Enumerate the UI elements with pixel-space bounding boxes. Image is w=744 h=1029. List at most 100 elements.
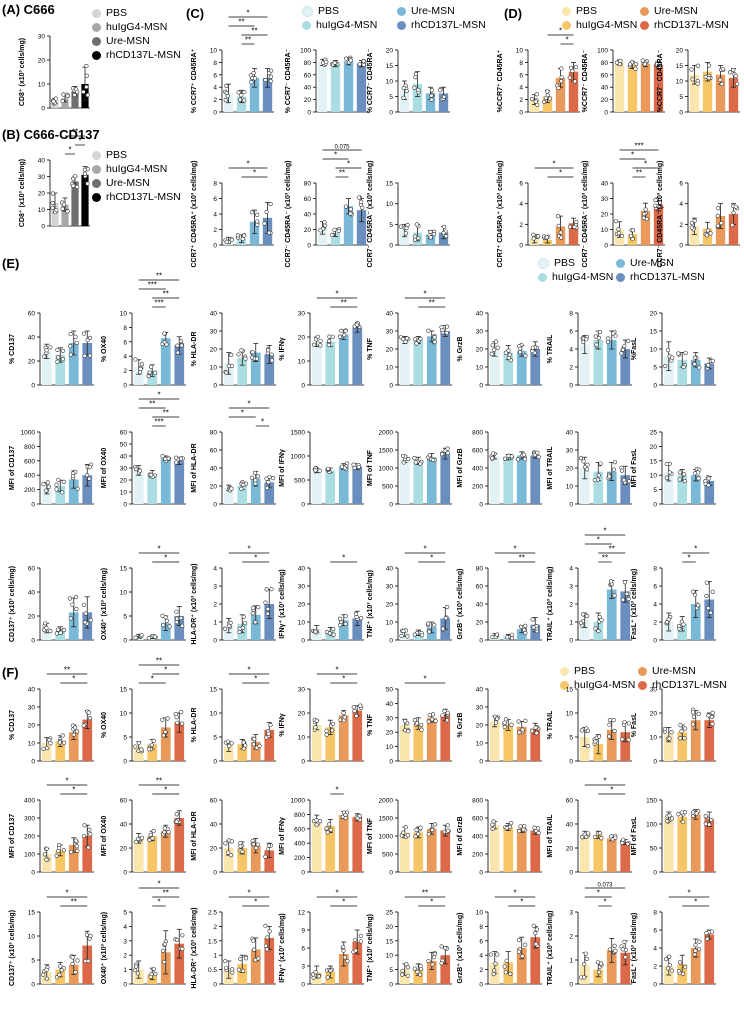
data-point <box>585 831 591 836</box>
y-axis-label: IFNγ⁺ (x10³ cells/mg) <box>278 569 286 638</box>
bar <box>338 715 349 761</box>
data-point <box>664 461 669 467</box>
data-point <box>83 611 88 616</box>
data-point <box>341 944 346 950</box>
data-point <box>330 232 335 238</box>
y-tick-label: 0 <box>31 870 35 877</box>
data-point <box>430 827 435 833</box>
y-tick-label: 4 <box>569 347 573 354</box>
significance-label: * <box>247 889 250 898</box>
y-tick-label: 60 <box>120 798 128 805</box>
significance-label: * <box>603 527 606 536</box>
data-point <box>727 70 733 75</box>
y-tick-label: 5 <box>679 94 683 101</box>
data-point <box>401 460 406 465</box>
data-point <box>633 66 638 71</box>
data-point <box>160 948 166 953</box>
y-axis-label: MFI of TNF <box>367 817 374 854</box>
y-tick-label: 40 <box>476 311 484 318</box>
data-point <box>719 81 724 87</box>
data-point <box>416 831 421 837</box>
data-point <box>530 349 535 354</box>
data-point <box>531 625 536 630</box>
legend-item: rhCD137L-MSN <box>92 48 181 62</box>
y-tick-label: 1000 <box>379 834 394 841</box>
significance-label: * <box>151 675 154 684</box>
data-point <box>51 99 56 104</box>
data-point <box>502 720 507 725</box>
bar <box>352 817 363 872</box>
y-tick-label: 20 <box>298 711 306 718</box>
legend-item: PBS <box>92 6 181 20</box>
bar <box>352 710 363 761</box>
data-point <box>704 593 709 599</box>
y-tick-label: 0 <box>653 870 657 877</box>
bar <box>250 614 261 640</box>
data-point <box>534 92 539 97</box>
significance-label: ** <box>163 290 169 299</box>
bar <box>133 746 144 761</box>
data-point <box>43 621 48 626</box>
data-point <box>667 963 672 968</box>
y-axis-label: % OX40 <box>101 336 108 362</box>
y-axis-label: OX40⁺ (x10³ cells/mg) <box>100 912 108 984</box>
data-point <box>669 968 674 973</box>
y-axis-label: FasL⁺ (x10³ cells/mg) <box>630 913 638 984</box>
data-point <box>413 71 419 77</box>
y-tick-label: 0 <box>213 759 217 766</box>
bar <box>516 726 527 761</box>
bar <box>614 62 625 112</box>
y-tick-label: 0 <box>213 243 217 250</box>
y-tick-label: 0 <box>301 383 305 390</box>
bar <box>715 74 726 112</box>
data-point <box>667 813 672 818</box>
significance-label: * <box>565 36 568 45</box>
y-tick-label: 15 <box>676 63 684 70</box>
data-point <box>48 628 53 634</box>
data-point <box>677 477 682 482</box>
legend-item: huIgG4-MSN <box>538 270 616 284</box>
data-point <box>238 840 243 846</box>
y-tick-label: 0 <box>41 106 45 113</box>
data-point <box>735 81 740 87</box>
bar <box>620 475 631 504</box>
significance-label: * <box>423 675 426 684</box>
data-point <box>532 825 537 830</box>
bar <box>223 848 234 872</box>
data-point <box>567 224 573 230</box>
y-tick-label: 0 <box>301 870 305 877</box>
data-point <box>332 227 337 232</box>
y-tick-label: 1 <box>569 620 573 627</box>
bar <box>160 458 171 504</box>
y-tick-label: 2000 <box>379 430 394 437</box>
bar <box>704 720 715 761</box>
bar <box>264 937 275 984</box>
y-tick-label: 10 <box>516 48 524 55</box>
data-point <box>709 929 715 934</box>
y-tick-label: 8 <box>653 566 657 573</box>
data-point <box>352 708 357 714</box>
bar <box>147 744 158 761</box>
bar <box>133 367 144 385</box>
bar <box>160 831 171 872</box>
data-point <box>689 225 694 230</box>
data-point <box>241 614 246 619</box>
y-tick-label: 40 <box>386 311 394 318</box>
data-point <box>426 832 431 837</box>
data-point <box>324 826 329 831</box>
y-axis-label: HLA-DR⁺ (x10³ cells/mg) <box>190 907 198 988</box>
data-point <box>54 975 60 980</box>
significance-label: 0.073 <box>597 883 613 889</box>
data-point <box>175 350 180 355</box>
data-point <box>226 623 232 628</box>
data-point <box>162 829 167 835</box>
y-tick-label: 4 <box>569 566 573 573</box>
data-point <box>255 219 260 224</box>
y-tick-label: 40 <box>476 687 484 694</box>
data-point <box>313 725 318 730</box>
bar <box>489 825 500 872</box>
data-point <box>50 191 56 196</box>
y-axis-label: %FasL <box>631 337 638 360</box>
data-point <box>689 221 694 226</box>
data-point <box>46 484 51 489</box>
